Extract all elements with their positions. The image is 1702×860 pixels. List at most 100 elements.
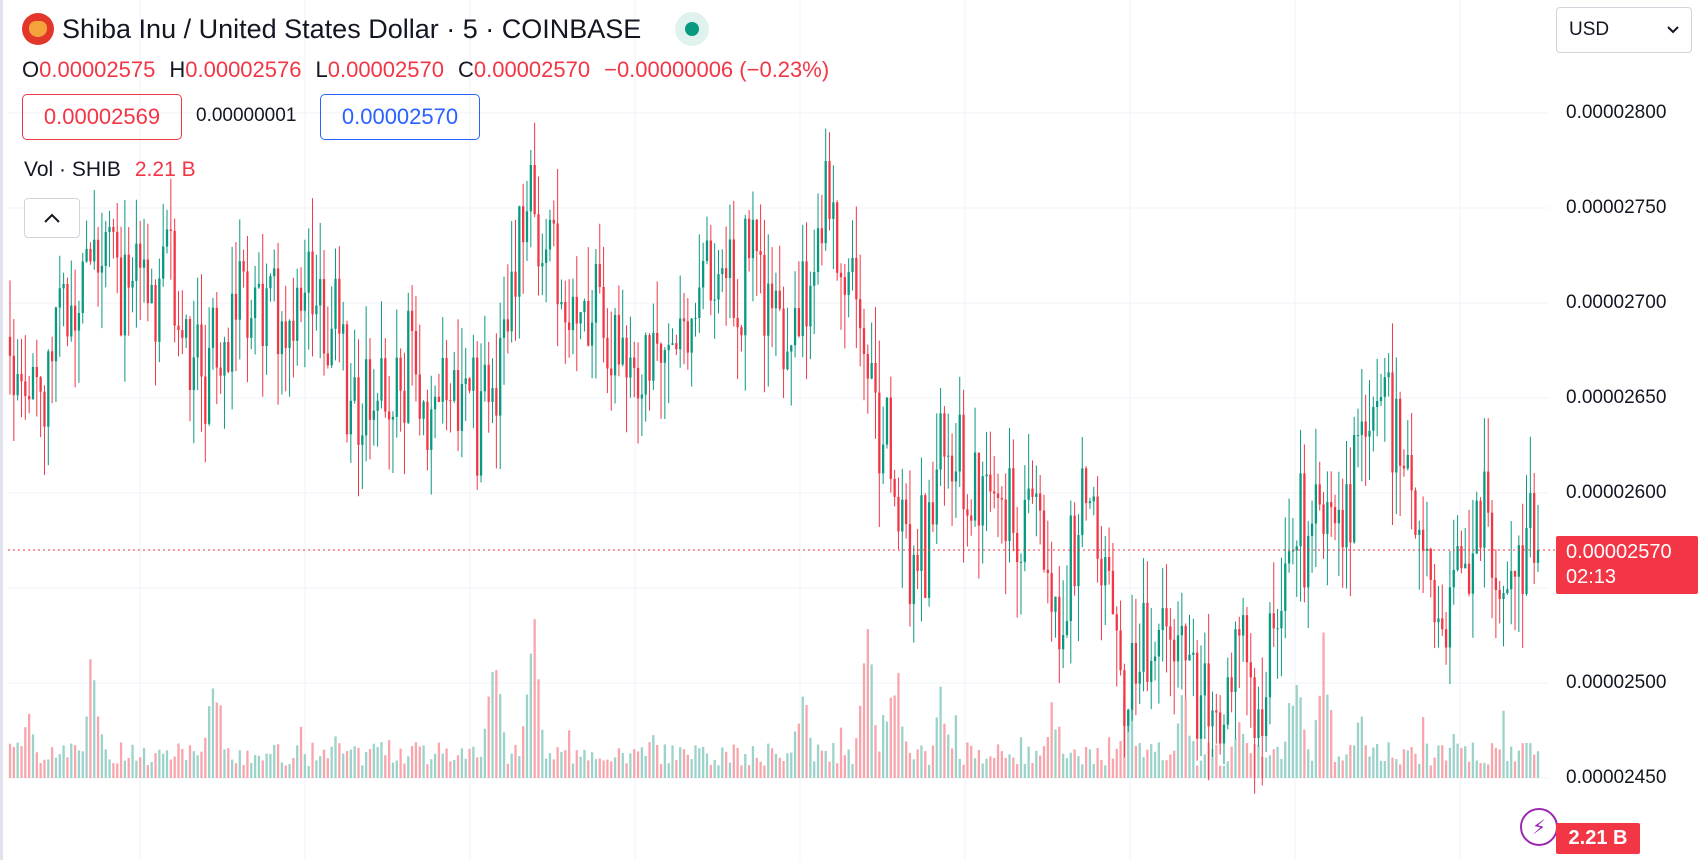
volume-bar <box>460 748 464 778</box>
candle-body <box>230 293 234 372</box>
volume-bar <box>1169 754 1172 778</box>
candle-body <box>495 388 498 416</box>
candle-body <box>1004 499 1007 542</box>
candle-body <box>1533 493 1536 563</box>
candle-body <box>1218 712 1222 744</box>
candle-body <box>1012 468 1015 533</box>
volume-bar <box>778 757 781 778</box>
volume-bar <box>950 748 954 778</box>
candle-body <box>1031 488 1034 497</box>
candle-body <box>66 283 69 337</box>
market-status-icon[interactable] <box>675 12 710 46</box>
volume-bar <box>506 763 509 778</box>
volume-bar <box>280 762 284 778</box>
volume-bar <box>387 740 391 778</box>
volume-bar <box>173 756 176 778</box>
volume-bar <box>135 760 138 778</box>
candle-body <box>292 320 295 341</box>
candle-body <box>1291 550 1295 552</box>
candle-body <box>238 261 241 320</box>
volume-bar <box>445 748 448 778</box>
volume-bar <box>50 747 54 778</box>
y-tick-label: 0.00002600 <box>1566 482 1667 503</box>
volume-bar <box>276 744 280 778</box>
volume-bar <box>1092 764 1095 778</box>
candle-body <box>793 308 797 346</box>
candle-body <box>395 357 398 417</box>
candle-body <box>698 287 701 318</box>
buy-price-button[interactable]: 0.00002570 <box>320 94 480 140</box>
volume-bar <box>544 758 548 778</box>
candle-body <box>181 330 184 338</box>
volume-bar <box>1065 758 1069 778</box>
candle-body <box>1238 629 1241 636</box>
volume-bar <box>1084 746 1088 778</box>
volume-bar <box>770 748 774 778</box>
candle-body <box>751 219 755 259</box>
candle-body <box>185 319 188 338</box>
volume-bar <box>744 753 747 778</box>
candle-body <box>127 254 130 288</box>
volume-bar <box>1073 749 1076 778</box>
volume-bar <box>935 717 938 778</box>
volume-bar <box>1081 764 1084 778</box>
y-tick-label: 0.00002700 <box>1566 292 1667 313</box>
candle-body <box>116 231 119 258</box>
candle-body <box>365 359 368 436</box>
collapse-legend-button[interactable] <box>24 198 80 238</box>
candle-body <box>782 308 785 370</box>
volume-bar <box>154 753 157 778</box>
volume-legend[interactable]: Vol · SHIB 2.21 B <box>24 158 196 182</box>
volume-bar <box>1023 763 1026 778</box>
volume-bar <box>357 747 360 778</box>
sell-price-button[interactable]: 0.00002569 <box>22 94 182 140</box>
candle-body <box>832 202 835 219</box>
candle-body <box>1000 497 1004 500</box>
y-tick-label: 0.00002650 <box>1566 387 1667 408</box>
candle-body <box>1345 484 1348 548</box>
volume-bar <box>1322 632 1325 778</box>
volume-bar <box>813 761 816 778</box>
volume-bar <box>24 727 27 778</box>
candle-body <box>1307 535 1310 588</box>
candle-body <box>1475 500 1478 554</box>
candle-body <box>311 251 314 315</box>
candle-body <box>1513 570 1517 577</box>
candle-body <box>250 318 253 338</box>
volume-bar <box>261 760 264 778</box>
volume-bar <box>116 763 119 778</box>
volume-bar <box>1391 757 1394 778</box>
candle-body <box>970 515 973 521</box>
candle-body <box>1310 523 1314 536</box>
candle-body <box>644 335 647 395</box>
candle-body <box>62 283 65 289</box>
volume-bar <box>1506 760 1509 778</box>
candle-body <box>912 554 915 605</box>
candle-body <box>418 374 421 419</box>
volume-bar <box>1303 729 1306 778</box>
candle-body <box>587 300 590 346</box>
lightning-icon[interactable]: ⚡ <box>1520 808 1558 846</box>
volume-bar <box>399 748 402 778</box>
volume-bar <box>878 751 881 778</box>
candle-body <box>391 416 395 420</box>
candle-body <box>276 268 280 355</box>
volume-bar <box>548 753 552 778</box>
volume-bar <box>334 736 337 778</box>
candle-body <box>410 310 414 332</box>
volume-bar <box>1276 746 1279 778</box>
candle-body <box>1264 697 1268 737</box>
candle-body <box>943 413 946 457</box>
volume-bar <box>1127 710 1130 778</box>
candle-body <box>27 396 31 400</box>
candle-body <box>319 279 322 306</box>
candle-body <box>299 287 303 311</box>
volume-bar <box>816 744 820 778</box>
volume-bar <box>380 742 383 778</box>
volume-bar <box>104 749 107 778</box>
volume-bar <box>395 760 398 778</box>
currency-select[interactable]: USD <box>1556 7 1692 53</box>
symbol-title[interactable]: Shiba Inu / United States Dollar · 5 · C… <box>62 13 642 44</box>
volume-bar <box>188 745 192 778</box>
